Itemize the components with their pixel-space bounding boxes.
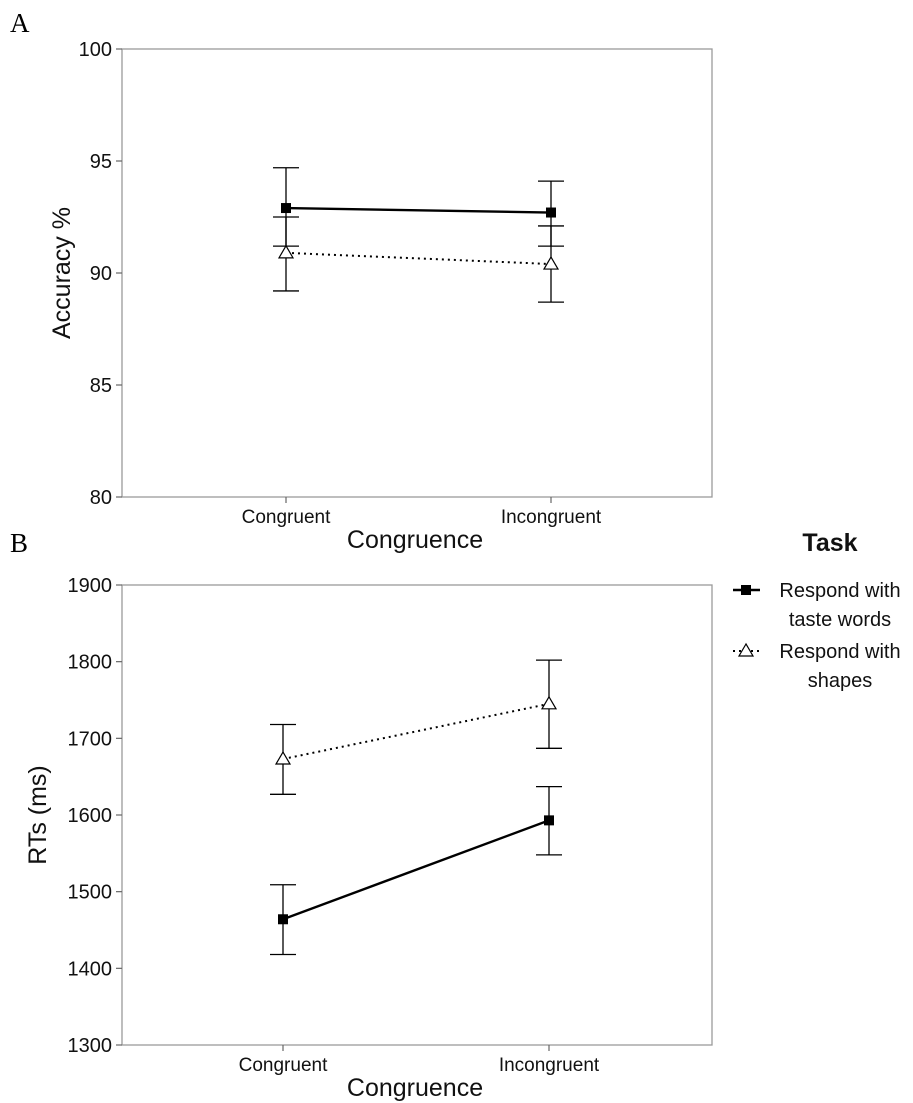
y-tick-label: 80 <box>90 487 112 509</box>
y-axis-title: Accuracy % <box>48 207 76 339</box>
rt-chart: 1300 1400 1500 1600 1700 1800 1900 Congruent Inc… <box>24 575 713 1102</box>
data-point <box>546 207 556 218</box>
series-shapes <box>273 216 564 303</box>
y-tick-label: 1300 <box>68 1035 113 1057</box>
series-line <box>282 819 550 921</box>
series-taste-words <box>273 167 564 247</box>
x-tick-label: Incongruent <box>499 1055 600 1076</box>
x-tick-label: Incongruent <box>501 507 602 528</box>
series-line <box>285 251 552 266</box>
plot-frame <box>121 584 713 1046</box>
y-tick-label: 95 <box>90 151 112 173</box>
data-point <box>540 695 558 710</box>
series-line <box>282 702 550 761</box>
y-axis-title: RTs (ms) <box>24 765 52 865</box>
legend-key-marker <box>737 642 755 657</box>
y-tick-label: 1700 <box>68 728 113 750</box>
legend-item: Respond with shapes <box>733 641 901 692</box>
x-tick-label: Congruent <box>242 507 331 528</box>
legend-label: Respond with <box>779 641 900 663</box>
series-line <box>285 206 552 214</box>
x-tick-label: Congruent <box>239 1055 328 1076</box>
y-tick-label: 100 <box>79 39 112 61</box>
series-shapes <box>270 659 562 795</box>
y-tick-label: 1600 <box>68 805 113 827</box>
y-tick-label: 1800 <box>68 652 113 674</box>
data-point <box>542 255 560 270</box>
x-axis-title: Congruence <box>347 1074 483 1102</box>
legend-label: Respond with <box>779 580 900 602</box>
plot-frame <box>121 48 713 498</box>
y-tick-label: 1900 <box>68 575 113 597</box>
series-taste-words <box>270 785 562 956</box>
legend-key-marker <box>741 585 751 595</box>
legend-label: shapes <box>808 670 873 692</box>
accuracy-chart: 80 85 90 95 100 Congruent Incongruent Congruenc… <box>48 39 713 554</box>
legend-title: Task <box>802 529 857 557</box>
legend-item: Respond with taste words <box>733 580 901 631</box>
data-point <box>544 815 554 826</box>
panel-label-b: B <box>10 528 28 558</box>
data-point <box>278 914 288 925</box>
y-tick-label: 1400 <box>68 958 113 980</box>
data-point <box>281 203 291 214</box>
y-tick-label: 85 <box>90 375 112 397</box>
legend-label: taste words <box>789 609 891 631</box>
y-tick-label: 90 <box>90 263 112 285</box>
data-point <box>277 244 295 259</box>
panel-label-a: A <box>10 8 30 38</box>
data-point <box>274 750 292 765</box>
x-axis-title: Congruence <box>347 526 483 554</box>
y-tick-label: 1500 <box>68 882 113 904</box>
